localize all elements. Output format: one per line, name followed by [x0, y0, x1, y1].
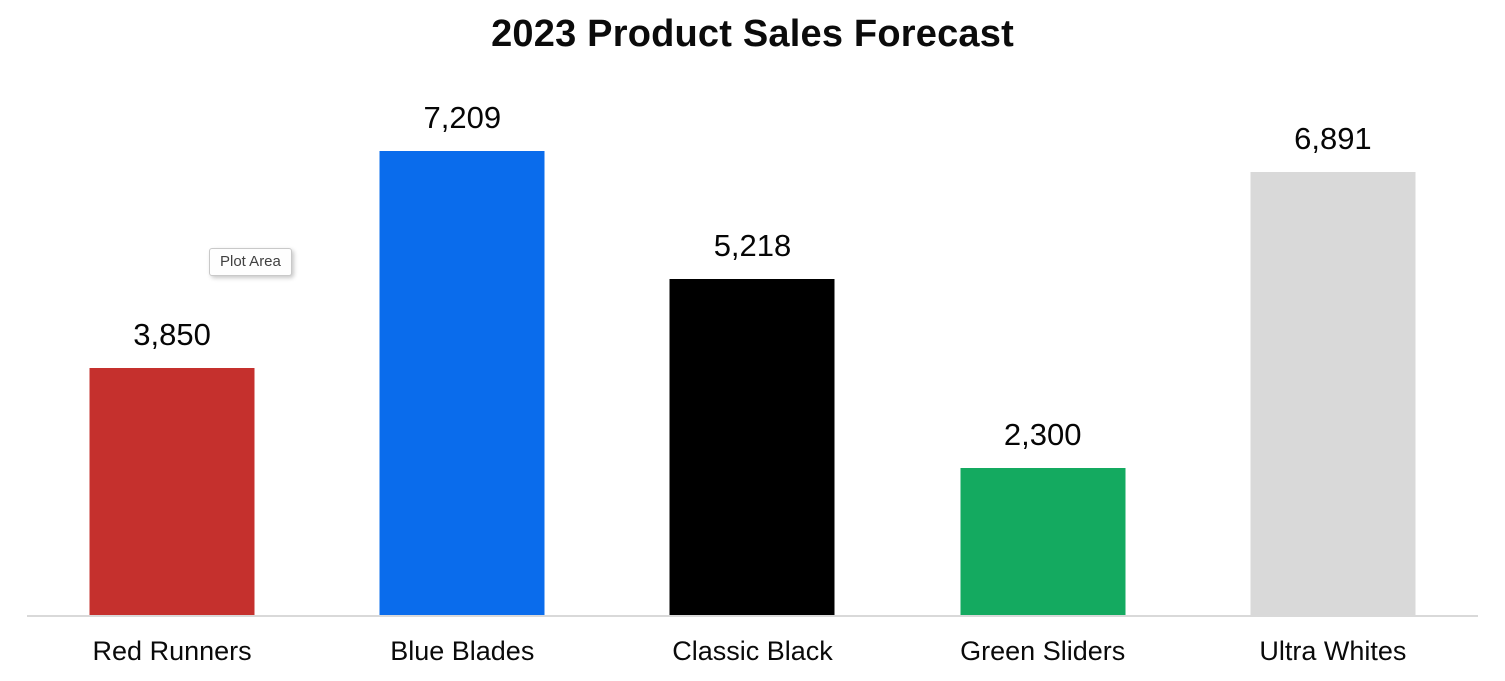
- plot-area-tooltip: Plot Area: [209, 248, 292, 276]
- bar-group: 6,891 Ultra Whites: [1188, 0, 1478, 666]
- bar-value-label: 7,209: [423, 100, 502, 135]
- bar[interactable]: [669, 279, 835, 616]
- bar[interactable]: [379, 151, 545, 616]
- plot-area[interactable]: 3,850 Red Runners 7,209 Blue Blades 5,218 Cla…: [27, 0, 1478, 666]
- bar-group: 2,300 Green Sliders: [898, 0, 1188, 666]
- bar-group: 7,209 Blue Blades: [317, 0, 607, 666]
- bar-group: 5,218 Classic Black: [607, 0, 897, 666]
- bar[interactable]: [1250, 172, 1416, 616]
- plot-area-tooltip-text: Plot Area: [220, 253, 281, 270]
- category-label: Classic Black: [672, 636, 833, 666]
- category-label: Red Runners: [92, 636, 252, 666]
- category-label: Blue Blades: [390, 636, 535, 666]
- bar-value-label: 6,891: [1294, 121, 1372, 156]
- bar[interactable]: [960, 468, 1126, 616]
- category-label: Ultra Whites: [1259, 636, 1407, 666]
- category-label: Green Sliders: [960, 636, 1126, 666]
- chart-title: 2023 Product Sales Forecast: [491, 13, 1014, 55]
- bar-value-label: 3,850: [133, 317, 211, 352]
- bar-value-label: 5,218: [713, 228, 792, 263]
- x-axis-line: [27, 615, 1478, 617]
- bar[interactable]: [89, 368, 255, 616]
- bar-value-label: 2,300: [1003, 417, 1082, 452]
- bar-group: 3,850 Red Runners: [27, 0, 317, 666]
